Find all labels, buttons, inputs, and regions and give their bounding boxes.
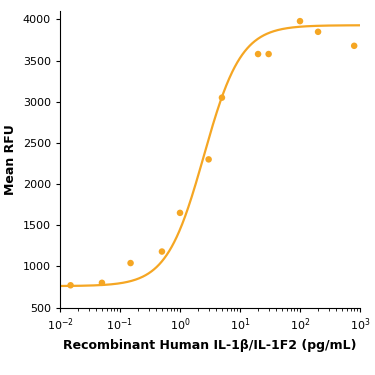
Point — [206, 156, 212, 162]
Point — [159, 249, 165, 255]
Point — [99, 280, 105, 286]
Point — [255, 51, 261, 57]
Y-axis label: Mean RFU: Mean RFU — [4, 124, 17, 195]
Point — [351, 43, 357, 49]
Point — [266, 51, 272, 57]
Point — [297, 18, 303, 24]
X-axis label: Recombinant Human IL-1β/IL-1F2 (pg/mL): Recombinant Human IL-1β/IL-1F2 (pg/mL) — [63, 339, 357, 352]
Point — [128, 260, 134, 266]
Point — [68, 282, 74, 288]
Point — [315, 29, 321, 35]
Point — [219, 94, 225, 100]
Point — [177, 210, 183, 216]
